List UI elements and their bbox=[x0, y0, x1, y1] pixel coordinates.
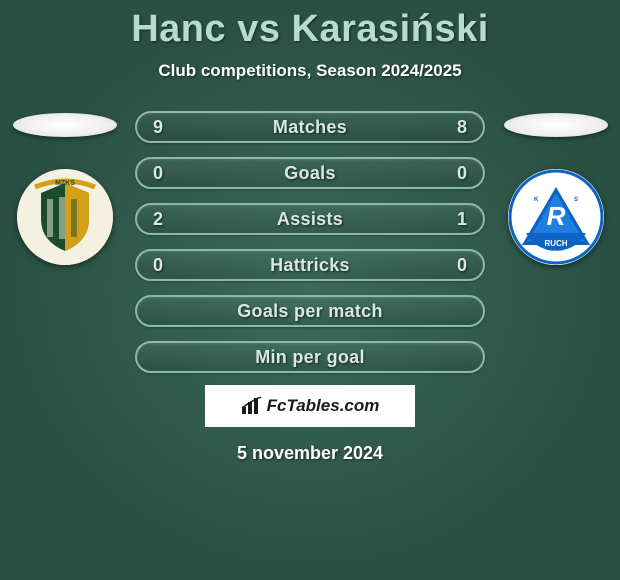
footer-brand-text: FcTables.com bbox=[267, 396, 380, 416]
stats-column: 9 Matches 8 0 Goals 0 2 Assists 1 0 Hatt… bbox=[135, 111, 485, 373]
stat-value-left: 0 bbox=[153, 163, 163, 184]
stat-label: Goals per match bbox=[237, 301, 383, 322]
club-name-line2: CHORZÓW bbox=[538, 248, 573, 257]
stat-label: Goals bbox=[284, 163, 336, 184]
infographic-container: Hanc vs Karasiński Club competitions, Se… bbox=[0, 0, 620, 580]
right-player-column: R RUCH CHORZÓW K S bbox=[503, 111, 608, 265]
stat-value-right: 0 bbox=[457, 255, 467, 276]
stat-value-right: 0 bbox=[457, 163, 467, 184]
stat-label: Hattricks bbox=[270, 255, 350, 276]
club-badge-right: R RUCH CHORZÓW K S bbox=[508, 169, 604, 265]
stat-row-hattricks: 0 Hattricks 0 bbox=[135, 249, 485, 281]
stat-row-assists: 2 Assists 1 bbox=[135, 203, 485, 235]
club-crest-right-icon: R RUCH CHORZÓW K S bbox=[508, 169, 604, 265]
bars-icon bbox=[241, 397, 263, 415]
club-badge-left: MZKS bbox=[17, 169, 113, 265]
stat-value-left: 0 bbox=[153, 255, 163, 276]
footer-brand-box: FcTables.com bbox=[205, 385, 415, 427]
stat-row-goals: 0 Goals 0 bbox=[135, 157, 485, 189]
stat-value-right: 8 bbox=[457, 117, 467, 138]
main-row: MZKS 9 Matches 8 0 Goals 0 2 Assists 1 bbox=[0, 111, 620, 373]
svg-text:MZKS: MZKS bbox=[55, 180, 75, 187]
left-player-column: MZKS bbox=[12, 111, 117, 265]
stat-row-matches: 9 Matches 8 bbox=[135, 111, 485, 143]
svg-text:K: K bbox=[534, 197, 539, 203]
stat-label: Min per goal bbox=[255, 347, 365, 368]
player-silhouette-right bbox=[504, 113, 608, 137]
date-line: 5 november 2024 bbox=[0, 443, 620, 464]
player-silhouette-left bbox=[13, 113, 117, 137]
svg-text:R: R bbox=[546, 201, 565, 231]
fctables-logo: FcTables.com bbox=[241, 396, 380, 416]
stat-value-left: 2 bbox=[153, 209, 163, 230]
stat-row-goals-per-match: Goals per match bbox=[135, 295, 485, 327]
page-title: Hanc vs Karasiński bbox=[0, 8, 620, 51]
stat-label: Matches bbox=[273, 117, 347, 138]
stat-label: Assists bbox=[277, 209, 343, 230]
stat-row-min-per-goal: Min per goal bbox=[135, 341, 485, 373]
club-crest-left-icon: MZKS bbox=[17, 169, 113, 265]
club-name-line1: RUCH bbox=[544, 239, 567, 248]
stat-value-left: 9 bbox=[153, 117, 163, 138]
subtitle: Club competitions, Season 2024/2025 bbox=[0, 61, 620, 81]
stat-value-right: 1 bbox=[457, 209, 467, 230]
svg-text:S: S bbox=[574, 197, 578, 203]
